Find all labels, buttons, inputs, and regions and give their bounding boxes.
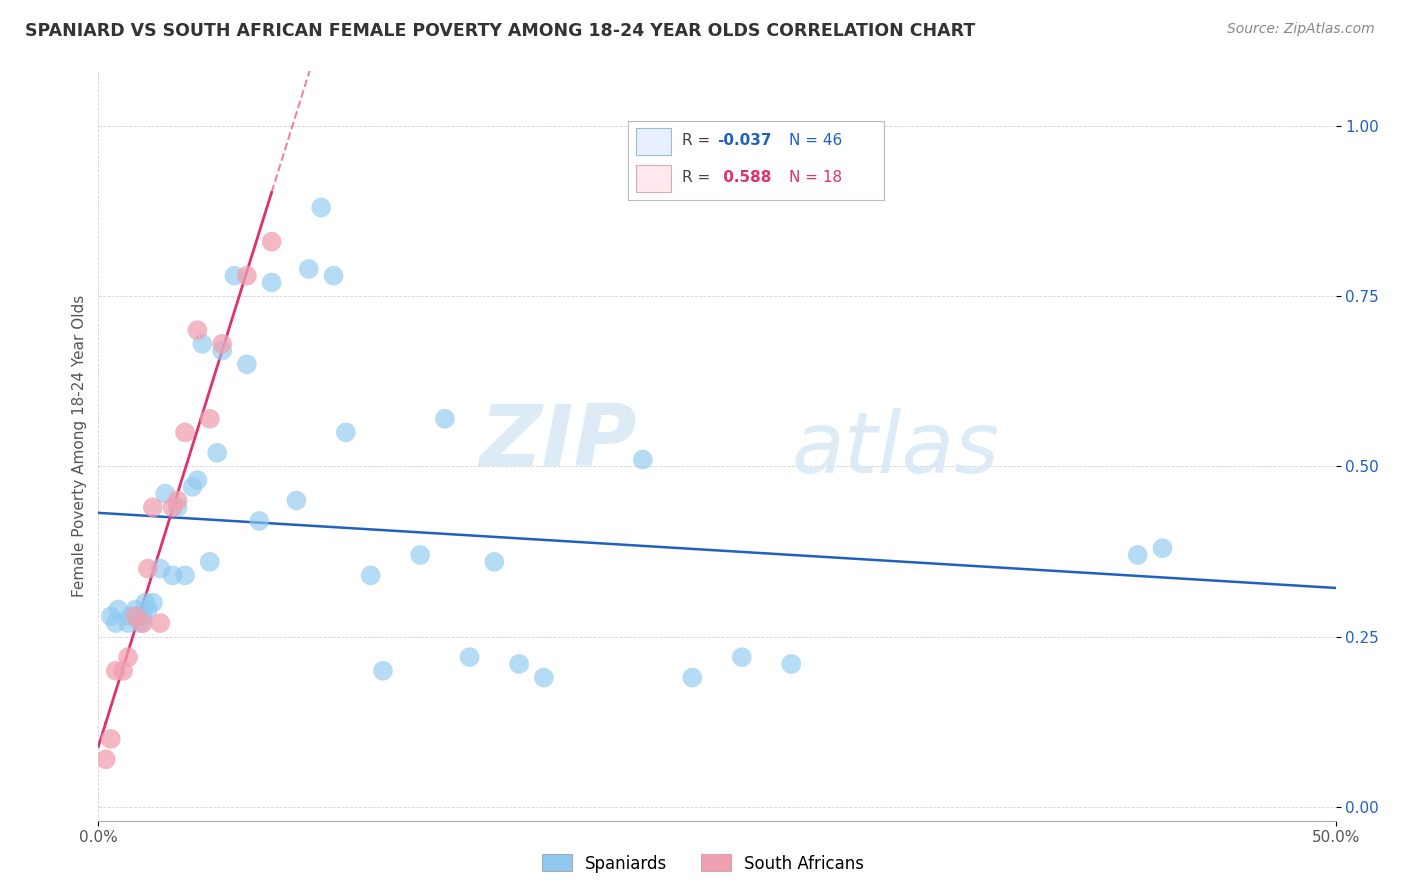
Point xyxy=(409,548,432,562)
Point xyxy=(198,555,221,569)
Point xyxy=(112,664,135,678)
FancyBboxPatch shape xyxy=(636,165,672,192)
Text: R =: R = xyxy=(682,170,710,186)
Point xyxy=(107,602,129,616)
Point xyxy=(136,602,159,616)
Point xyxy=(132,609,155,624)
Text: ZIP: ZIP xyxy=(479,401,637,483)
Text: R =: R = xyxy=(682,133,710,148)
Point xyxy=(104,664,127,678)
Point xyxy=(142,596,165,610)
Point xyxy=(236,268,259,283)
Point xyxy=(285,493,308,508)
Point xyxy=(174,568,197,582)
Point xyxy=(120,609,142,624)
Point xyxy=(129,616,152,631)
Point xyxy=(1126,548,1149,562)
Point xyxy=(681,671,703,685)
Point xyxy=(149,616,172,631)
Point xyxy=(484,555,506,569)
Point xyxy=(260,235,283,249)
Point xyxy=(162,500,184,515)
Point xyxy=(136,561,159,575)
Point xyxy=(162,568,184,582)
Point xyxy=(433,411,456,425)
Point xyxy=(371,664,394,678)
Point xyxy=(100,731,122,746)
Point xyxy=(142,500,165,515)
Point xyxy=(508,657,530,671)
Point xyxy=(731,650,754,665)
Point xyxy=(166,493,188,508)
Point xyxy=(94,752,117,766)
Point xyxy=(322,268,344,283)
Point xyxy=(533,671,555,685)
Legend: Spaniards, South Africans: Spaniards, South Africans xyxy=(536,847,870,880)
Text: N = 46: N = 46 xyxy=(789,133,842,148)
Point xyxy=(1152,541,1174,556)
Point xyxy=(298,261,321,276)
Point xyxy=(458,650,481,665)
Point xyxy=(117,650,139,665)
Point xyxy=(132,616,155,631)
Point xyxy=(224,268,246,283)
Point xyxy=(335,425,357,440)
Point xyxy=(134,596,156,610)
Text: atlas: atlas xyxy=(792,409,1000,491)
Point xyxy=(104,616,127,631)
Text: N = 18: N = 18 xyxy=(789,170,842,186)
Point xyxy=(309,201,332,215)
Point xyxy=(780,657,803,671)
Point xyxy=(360,568,382,582)
Y-axis label: Female Poverty Among 18-24 Year Olds: Female Poverty Among 18-24 Year Olds xyxy=(72,295,87,597)
Point xyxy=(211,336,233,351)
Point xyxy=(166,500,188,515)
Point xyxy=(149,561,172,575)
Point xyxy=(100,609,122,624)
Point xyxy=(124,609,146,624)
Point xyxy=(631,452,654,467)
Text: SPANIARD VS SOUTH AFRICAN FEMALE POVERTY AMONG 18-24 YEAR OLDS CORRELATION CHART: SPANIARD VS SOUTH AFRICAN FEMALE POVERTY… xyxy=(25,22,976,40)
Text: 0.588: 0.588 xyxy=(717,170,770,186)
Point xyxy=(236,357,259,371)
Point xyxy=(186,323,208,337)
Point xyxy=(198,411,221,425)
Point xyxy=(247,514,270,528)
Text: -0.037: -0.037 xyxy=(717,133,772,148)
Point xyxy=(205,446,228,460)
Point xyxy=(186,473,208,487)
Point xyxy=(211,343,233,358)
FancyBboxPatch shape xyxy=(636,128,672,154)
Point xyxy=(260,276,283,290)
Point xyxy=(127,609,149,624)
Point xyxy=(191,336,214,351)
Text: Source: ZipAtlas.com: Source: ZipAtlas.com xyxy=(1227,22,1375,37)
Point xyxy=(117,616,139,631)
Point xyxy=(155,486,177,500)
Point xyxy=(181,480,204,494)
Point xyxy=(174,425,197,440)
Point xyxy=(124,602,146,616)
